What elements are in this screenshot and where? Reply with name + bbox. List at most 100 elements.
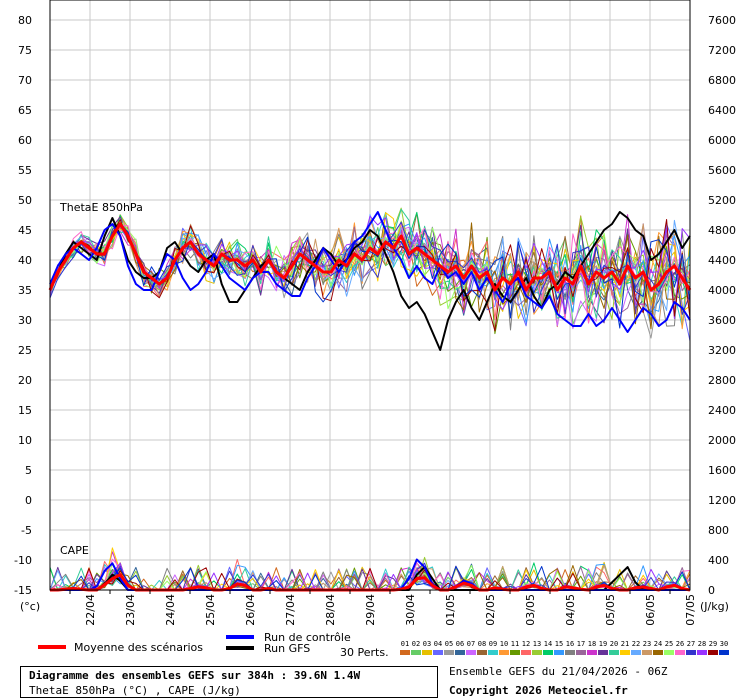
left-tick-label: 75 (18, 44, 32, 57)
cape-panel-label: CAPE (60, 544, 89, 557)
right-unit-label: (J/kg) (700, 600, 729, 613)
pert-legend-swatch (499, 650, 509, 655)
ensemble-run-label: Ensemble GEFS du 21/04/2026 - 06Z (449, 665, 668, 678)
right-tick-label: 3200 (708, 344, 736, 357)
pert-legend-swatch (664, 650, 674, 655)
pert-legend-swatch (488, 650, 498, 655)
left-tick-label: 10 (18, 434, 32, 447)
pert-legend-swatch (411, 650, 421, 655)
x-tick-label: 05/05 (604, 594, 617, 626)
pert-legend-swatch (554, 650, 564, 655)
pert-legend-swatch (466, 650, 476, 655)
pert-legend-number: 09 (489, 640, 497, 648)
x-tick-label: 01/05 (444, 594, 457, 626)
pert-legend-number: 13 (533, 640, 541, 648)
x-tick-label: 25/04 (204, 594, 217, 626)
pert-legend-number: 25 (665, 640, 673, 648)
left-tick-label: -10 (14, 554, 32, 567)
pert-legend-swatch (620, 650, 630, 655)
pert-legend-swatch (477, 650, 487, 655)
left-tick-label: 70 (18, 74, 32, 87)
left-tick-label: 65 (18, 104, 32, 117)
mean-thetae-line (48, 222, 692, 292)
x-tick-label: 03/05 (524, 594, 537, 626)
left-tick-label: 60 (18, 134, 32, 147)
right-tick-label: 4800 (708, 224, 736, 237)
legend-perts-label: 30 Perts. (340, 646, 389, 659)
pert-legend-swatch (455, 650, 465, 655)
pert-legend-number: 16 (566, 640, 574, 648)
info-box: Diagramme des ensembles GEFS sur 384h : … (20, 666, 438, 698)
x-tick-label: 24/04 (164, 594, 177, 626)
x-tick-label: 28/04 (324, 594, 337, 626)
right-tick-label: 400 (708, 554, 729, 567)
legend-gfs-label: Run GFS (264, 642, 310, 655)
pert-legend-swatch (422, 650, 432, 655)
pert-legend-swatch (708, 650, 718, 655)
x-tick-label: 06/05 (644, 594, 657, 626)
left-tick-label: 0 (25, 494, 32, 507)
pert-legend-swatch (609, 650, 619, 655)
pert-legend-number: 01 (401, 640, 409, 648)
pert-legend-number: 14 (544, 640, 552, 648)
right-tick-label: 5600 (708, 164, 736, 177)
right-tick-label: 6800 (708, 74, 736, 87)
pert-legend-number: 03 (423, 640, 431, 648)
pert-legend-swatch (532, 650, 542, 655)
pert-legend-number: 02 (412, 640, 420, 648)
left-tick-label: 20 (18, 374, 32, 387)
right-tick-label: 6000 (708, 134, 736, 147)
pert-legend-number: 05 (445, 640, 453, 648)
x-tick-label: 30/04 (404, 594, 417, 626)
x-tick-label: 02/05 (484, 594, 497, 626)
pert-legend-number: 20 (610, 640, 618, 648)
pert-legend-number: 18 (588, 640, 596, 648)
x-tick-label: 26/04 (244, 594, 257, 626)
perturbation-legend: 01 02 03 04 05 06 07 08 09 10 11 12 13 14 15 16 17 18 19 20… (400, 640, 729, 655)
pert-legend-number: 24 (654, 640, 662, 648)
pert-legend-swatch (400, 650, 410, 655)
x-tick-label: 23/04 (124, 594, 137, 626)
pert-legend-number: 28 (698, 640, 706, 648)
pert-legend-swatch (675, 650, 685, 655)
pert-legend-number: 12 (522, 640, 530, 648)
pert-legend-number: 19 (599, 640, 607, 648)
pert-legend-swatch (631, 650, 641, 655)
left-tick-label: 15 (18, 404, 32, 417)
pert-legend-number: 06 (456, 640, 464, 648)
pert-legend-number: 23 (643, 640, 651, 648)
pert-legend-swatch (653, 650, 663, 655)
pert-legend-number: 08 (478, 640, 486, 648)
pert-legend-number: 11 (511, 640, 519, 648)
left-tick-label: 80 (18, 14, 32, 27)
legend-controle-label: Run de contrôle (264, 631, 351, 644)
pert-legend-number: 30 (720, 640, 728, 648)
right-tick-label: 1600 (708, 464, 736, 477)
thetae-panel-label: ThetaE 850hPa (59, 201, 143, 214)
x-tick-label: 07/05 (684, 594, 697, 626)
x-tick-label: 22/04 (84, 594, 97, 626)
right-tick-label: 2000 (708, 434, 736, 447)
pert-legend-swatch (587, 650, 597, 655)
pert-legend-number: 04 (434, 640, 442, 648)
pert-legend-swatch (510, 650, 520, 655)
diagram-title: Diagramme des ensembles GEFS sur 384h : … (29, 669, 361, 682)
legend-moyenne-label: Moyenne des scénarios (74, 641, 203, 654)
left-tick-label: 25 (18, 344, 32, 357)
plot-frame (49, 0, 691, 591)
pert-legend-swatch (686, 650, 696, 655)
pert-legend-swatch (642, 650, 652, 655)
right-tick-label: 6400 (708, 104, 736, 117)
pert-legend-swatch (598, 650, 608, 655)
left-tick-label: 35 (18, 284, 32, 297)
left-tick-label: 50 (18, 194, 32, 207)
right-tick-label: 2800 (708, 374, 736, 387)
right-tick-label: 800 (708, 524, 729, 537)
left-tick-label: -5 (21, 524, 32, 537)
pert-legend-swatch (719, 650, 729, 655)
right-tick-label: 1200 (708, 494, 736, 507)
right-tick-label: 3600 (708, 314, 736, 327)
left-tick-label: -15 (14, 584, 32, 597)
